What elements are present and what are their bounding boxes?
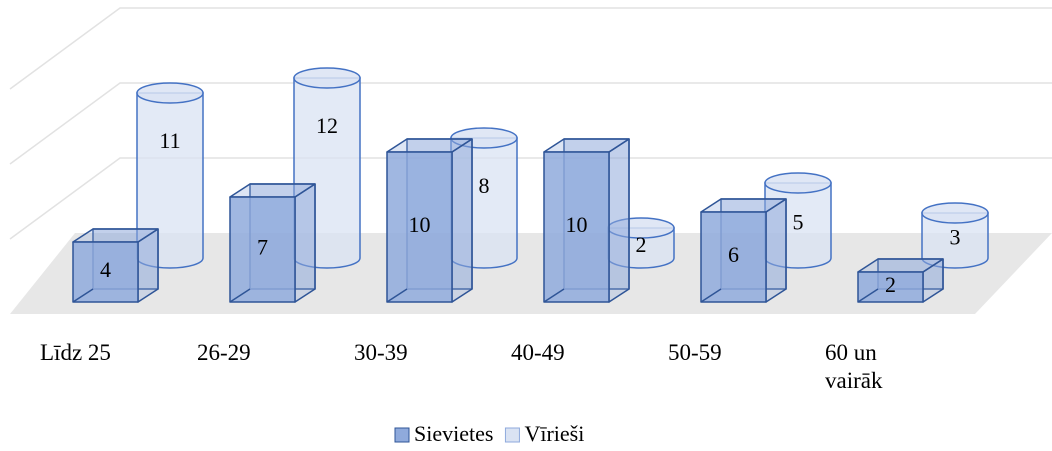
grid-line [9,7,1052,90]
grid-line [9,157,1052,240]
cylinder-body [293,77,361,269]
bar-cylinder [293,67,361,269]
cylinder-body [764,182,832,269]
data-label: 6 [728,242,739,267]
legend-swatch [504,427,520,443]
cylinder-body [607,227,675,269]
box-side [294,183,316,303]
legend-swatch [394,427,410,443]
box-side [608,138,630,303]
box-side [765,198,787,303]
data-label: 4 [100,257,111,282]
cylinder-top [293,67,361,89]
data-label: 2 [885,272,896,297]
box-front [700,211,767,303]
x-tick-label: 30-39 [354,340,408,365]
data-label: 11 [159,128,180,153]
bar-box [857,258,944,303]
bar-box [229,183,316,303]
cylinder-body [450,137,518,269]
bar-cylinder [450,127,518,269]
box-edge [386,288,408,303]
data-label: 10 [409,212,431,237]
cylinder-top [921,202,989,224]
data-label: 10 [566,212,588,237]
cylinder-top [764,172,832,194]
x-tick-label: 50-59 [668,340,722,365]
cylinder-top [136,82,204,104]
bar-box [700,198,787,303]
x-tick-label: 60 un vairāk [825,340,883,393]
x-tick-label: Līdz 25 [40,340,111,365]
box-edge [857,288,879,303]
legend-label: Vīrieši [524,421,584,446]
legend-label: Sievietes [414,421,493,446]
bar-box [72,228,159,303]
box-front [72,241,139,303]
bar-cylinder [607,217,675,269]
bar-box [386,138,473,303]
cylinder-body [921,212,989,269]
data-label: 12 [316,113,338,138]
bar-cylinder [921,202,989,269]
box-side [451,138,473,303]
box-edge [543,288,565,303]
box-edge [700,288,722,303]
box-front [543,151,610,303]
box-front [386,151,453,303]
bar-cylinder [136,82,204,269]
data-label: 3 [950,225,961,250]
box-front [229,196,296,303]
grid-line [9,82,1052,165]
bar-box [543,138,630,303]
x-tick-label: 40-49 [511,340,565,365]
bar-cylinder [764,172,832,269]
box-front [857,271,924,303]
data-label: 7 [257,235,268,260]
data-label: 2 [636,232,647,257]
box-edge [229,288,251,303]
box-edge [72,288,94,303]
data-label: 5 [793,210,804,235]
data-label: 8 [479,173,490,198]
x-tick-label: 26-29 [197,340,251,365]
cylinder-top [450,127,518,149]
cylinder-body [136,92,204,269]
